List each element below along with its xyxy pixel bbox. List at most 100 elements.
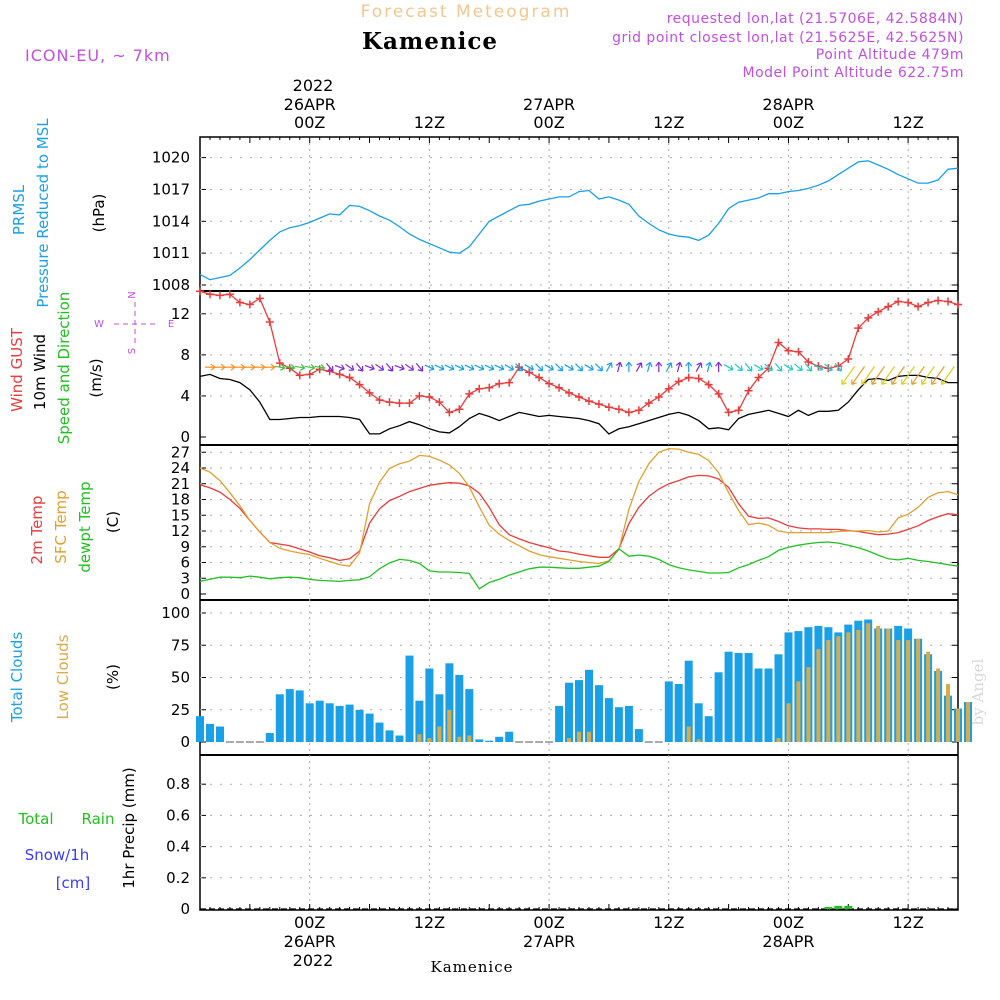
arrow-shaft — [464, 364, 475, 370]
total-cloud-bar — [634, 729, 643, 742]
wind-direction-arrow — [454, 364, 465, 371]
precip-axis-label: 1hr Precip (mm) — [120, 767, 138, 888]
arrow-head — [387, 365, 394, 372]
gust-marker — [874, 307, 883, 316]
top-time-label-2: 00Z — [533, 113, 564, 132]
arrow-shaft — [394, 364, 405, 370]
total-cloud-bar — [595, 685, 603, 742]
compass-n-label: N — [127, 291, 138, 298]
arrow-head — [871, 379, 877, 385]
gridpoint-coords: grid point closest lon,lat (21.5625E, 42… — [612, 30, 964, 46]
wind-direction-arrow — [274, 363, 286, 371]
gust-marker — [654, 392, 663, 401]
temperature-ylabel-5: 15 — [171, 506, 190, 524]
wind-direction-arrow — [861, 366, 876, 385]
arrow-shaft — [774, 362, 783, 372]
total-cloud-bar — [315, 700, 324, 742]
bottom-date-label-2: 27APR — [523, 932, 575, 951]
arrow-shaft — [617, 362, 621, 373]
arrow-head — [921, 379, 927, 385]
gust-marker — [495, 379, 504, 388]
gust-marker — [235, 298, 244, 307]
arrow-shaft — [575, 363, 583, 372]
arrow-shaft — [454, 364, 465, 370]
total-cloud-bar — [614, 707, 623, 742]
wind-direction-arrow — [234, 363, 246, 371]
arrow-head — [767, 365, 773, 371]
arrow-head — [548, 364, 554, 371]
total-cloud-bar — [206, 723, 214, 742]
top-time-label-3: 12Z — [653, 113, 684, 132]
arrow-head — [378, 365, 385, 371]
prmsl-label: PRMSL — [10, 184, 28, 235]
gust-marker — [385, 398, 394, 407]
gust-marker — [724, 408, 733, 417]
wind-speed-dir-label: Speed and Direction — [55, 292, 73, 445]
total-cloud-bar — [265, 733, 274, 742]
arrow-head — [776, 365, 783, 372]
arrow-head — [625, 361, 633, 367]
top-time-label-4: 00Z — [773, 113, 804, 132]
arrow-head — [911, 379, 917, 385]
low-cloud-bar — [826, 640, 831, 742]
gust-marker — [415, 391, 424, 400]
arrow-shaft — [783, 364, 794, 371]
total-cloud-bar — [385, 730, 394, 742]
wind-direction-arrow — [753, 364, 764, 371]
grid-lines — [200, 137, 959, 910]
gust-marker — [405, 399, 414, 408]
total-cloud-bar — [305, 703, 314, 742]
arrow-shaft — [723, 364, 734, 371]
arrow-head — [417, 365, 424, 372]
arrow-head — [557, 365, 564, 372]
wind-ylabel-1: 4 — [180, 387, 190, 405]
total-cloud-bar — [325, 703, 334, 742]
bottom-time-label-1: 12Z — [414, 913, 445, 932]
top-time-label-5: 12Z — [892, 113, 923, 132]
arrow-head — [339, 364, 345, 371]
arrow-shaft — [564, 364, 574, 371]
arrow-shaft — [274, 365, 285, 369]
low-cloud-bar — [846, 632, 851, 742]
arrow-head — [299, 363, 306, 371]
arrow-shaft — [434, 364, 445, 370]
arrow-shaft — [555, 363, 564, 372]
arrow-shaft — [594, 363, 603, 372]
bottom-time-label-3: 12Z — [653, 913, 684, 932]
wind-direction-arrow — [385, 362, 394, 372]
wind-direction-arrow — [824, 363, 833, 371]
wind-direction-arrow — [424, 364, 435, 371]
wind-direction-arrow — [555, 363, 564, 372]
wind-direction-arrow — [434, 364, 445, 371]
top-date-label-0: 26APR — [284, 95, 336, 114]
gust-marker — [934, 296, 943, 305]
wind-direction-arrow — [535, 363, 544, 372]
footer-location: Kamenice — [431, 958, 514, 976]
top-year-label: 2022 — [293, 76, 334, 95]
wind-direction-arrow — [264, 363, 276, 371]
wind-direction-arrow — [685, 361, 693, 373]
snow-label: Snow/1h — [25, 846, 90, 864]
gust-marker — [255, 294, 264, 303]
wind-direction-arrow — [284, 363, 296, 371]
arrow-head — [270, 363, 276, 371]
bottom-time-label-2: 00Z — [533, 913, 564, 932]
temp-line-2 — [199, 541, 959, 590]
arrow-head — [458, 364, 465, 371]
gust-marker — [425, 392, 434, 401]
total-cloud-bar — [485, 740, 494, 742]
total-cloud-bar — [196, 716, 204, 742]
arrow-head — [685, 361, 693, 367]
arrow-head — [240, 363, 246, 371]
wind-direction-arrow — [244, 363, 256, 371]
arrow-head — [930, 379, 937, 385]
clouds-ylabel-3: 75 — [171, 636, 190, 654]
axis-labels: 1008101110141017102004812036912151821242… — [152, 149, 190, 918]
total-cloud-bar — [345, 704, 354, 742]
clouds-ylabel-2: 50 — [171, 669, 190, 687]
wind-direction-arrow — [891, 366, 905, 385]
wind-direction-arrow — [394, 364, 405, 371]
gust-marker — [575, 392, 583, 401]
arrow-shaft — [891, 366, 905, 385]
low-cloud-bar — [447, 709, 452, 743]
